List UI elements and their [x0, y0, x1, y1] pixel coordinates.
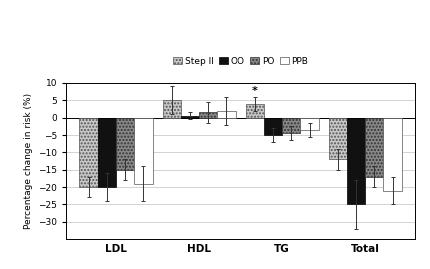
Bar — [329, 118, 347, 159]
Bar — [347, 118, 365, 204]
Bar — [181, 116, 199, 118]
Legend: Step II, OO, PO, PPB: Step II, OO, PO, PPB — [169, 53, 312, 69]
Bar — [365, 118, 384, 177]
Bar — [282, 118, 301, 133]
Bar — [301, 118, 319, 130]
Y-axis label: Percentage change in risk (%): Percentage change in risk (%) — [24, 93, 33, 229]
Bar — [246, 104, 264, 118]
Bar — [163, 100, 181, 118]
Bar — [384, 118, 402, 190]
Bar — [134, 118, 153, 184]
Bar — [199, 112, 217, 118]
Bar — [80, 118, 98, 187]
Bar — [217, 111, 236, 118]
Bar — [98, 118, 116, 187]
Bar — [264, 118, 282, 135]
Bar — [116, 118, 134, 170]
Text: *: * — [252, 86, 258, 96]
